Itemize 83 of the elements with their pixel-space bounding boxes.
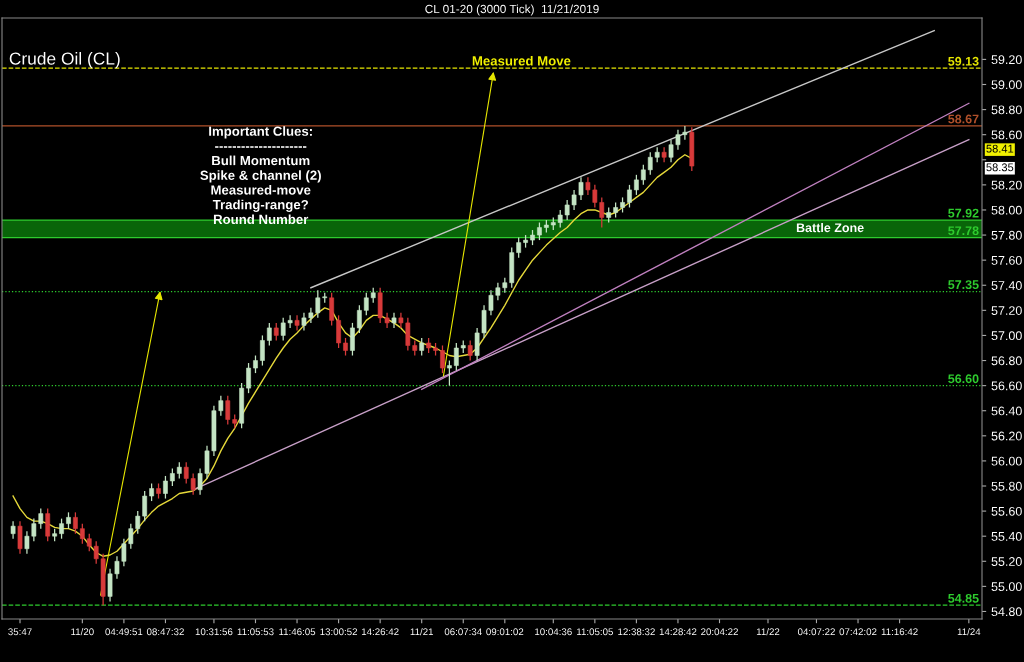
ref-line-label: 58.67 <box>948 114 979 124</box>
y-tick-label: 56.40 <box>991 406 1022 416</box>
x-tick-label: 20:04:22 <box>701 628 738 636</box>
candlestick <box>260 334 265 367</box>
candlestick <box>10 520 16 540</box>
candlestick <box>640 164 646 186</box>
text: 58.35 <box>986 163 1014 172</box>
candlestick <box>447 359 452 387</box>
candlestick <box>627 184 632 209</box>
candlestick <box>45 507 51 542</box>
x-tick-label: 12:38:32 <box>618 628 655 636</box>
x-tick-label: 11/20 <box>71 628 94 636</box>
x-tick-label: 11:05:05 <box>577 628 614 636</box>
y-tick-label: 56.80 <box>991 356 1022 366</box>
annotation: Measured Move <box>472 55 571 66</box>
ref-line-label: 54.85 <box>948 593 979 603</box>
y-tick-label: 58.00 <box>991 205 1022 215</box>
candlestick <box>634 174 639 196</box>
x-tick-label: 04:49:51 <box>105 628 143 636</box>
candlestick <box>294 314 300 332</box>
y-tick-label: 58.80 <box>991 105 1022 115</box>
x-tick-label: 13:00:52 <box>320 628 358 636</box>
candlestick <box>516 236 522 259</box>
x-tick-label: 11:16:42 <box>881 628 918 636</box>
ref-line-label: 57.78 <box>948 226 979 236</box>
y-tick-label: 58.60 <box>991 130 1022 140</box>
candlestick <box>79 523 85 545</box>
x-tick-label: 11:05:53 <box>237 628 274 636</box>
candlestick <box>73 511 78 535</box>
y-tick-label: 55.80 <box>991 481 1022 491</box>
candlestick <box>336 314 341 349</box>
y-tick-label: 57.80 <box>991 230 1022 240</box>
x-tick-label: 14:26:42 <box>361 628 399 636</box>
ref-line-label: 57.92 <box>948 208 979 218</box>
x-tick-label: 35:47 <box>8 628 32 636</box>
candlestick <box>163 475 168 500</box>
candlestick <box>467 339 473 362</box>
x-tick-label: 07:42:02 <box>839 628 877 636</box>
y-tick-label: 57.40 <box>991 281 1022 290</box>
text: Crude Oil (CL) <box>9 51 120 69</box>
y-tick-label: 56.60 <box>991 381 1022 391</box>
x-tick-label: 11/21 <box>410 628 434 636</box>
x-tick-label: 04:07:22 <box>797 628 835 636</box>
candlestick <box>17 520 23 555</box>
ref-line-label: 56.60 <box>948 374 979 384</box>
y-tick-label: 58.20 <box>991 180 1022 190</box>
ref-line-label: 57.35 <box>948 280 979 290</box>
candlestick <box>350 322 355 357</box>
candlestick <box>142 490 148 522</box>
y-tick-label: 55.40 <box>991 531 1022 541</box>
candlestick <box>246 362 251 394</box>
band-label: Battle Zone <box>796 222 864 233</box>
x-tick-label: 11/24 <box>957 628 981 636</box>
y-tick-label: 54.80 <box>991 607 1022 617</box>
candlestick <box>59 517 64 540</box>
candlestick <box>661 146 667 163</box>
y-tick-label: 55.00 <box>991 582 1022 592</box>
x-tick-label: 14:28:42 <box>659 628 697 636</box>
candlestick <box>329 292 335 327</box>
y-tick-label: 56.20 <box>991 431 1022 441</box>
candlestick <box>440 344 445 374</box>
y-tick-label: 59.20 <box>991 55 1022 65</box>
y-tick-label: 55.60 <box>991 506 1022 516</box>
y-tick-label: 55.20 <box>991 557 1022 566</box>
y-tick-label: 56.00 <box>991 456 1022 466</box>
ref-line-label: 59.13 <box>948 56 979 66</box>
candlestick <box>357 304 362 334</box>
x-tick-label: 10:04:36 <box>535 628 572 636</box>
x-tick-label: 10:31:56 <box>195 628 233 636</box>
candlestick <box>453 342 459 372</box>
candlestick <box>266 322 272 347</box>
chart-title: CL 01-20 (3000 Tick) 11/21/2019 <box>425 4 599 16</box>
annotation: Important Clues: --------------------- Bull Momentum Spike & channel (2) Measured-move Trading-range? Round Number <box>200 126 321 225</box>
x-tick-label: 09:01:02 <box>486 628 524 636</box>
x-tick-label: 11:46:05 <box>279 628 316 636</box>
y-tick-label: 57.60 <box>991 255 1022 265</box>
y-tick-label: 57.20 <box>991 306 1022 315</box>
x-tick-label: 11/22 <box>756 628 780 636</box>
text: 58.41 <box>986 144 1014 153</box>
x-tick-label: 06:07:34 <box>444 628 482 636</box>
x-tick-label: 08:47:32 <box>146 628 184 636</box>
y-tick-label: 59.00 <box>991 80 1022 90</box>
y-tick-label: 57.00 <box>991 331 1022 341</box>
